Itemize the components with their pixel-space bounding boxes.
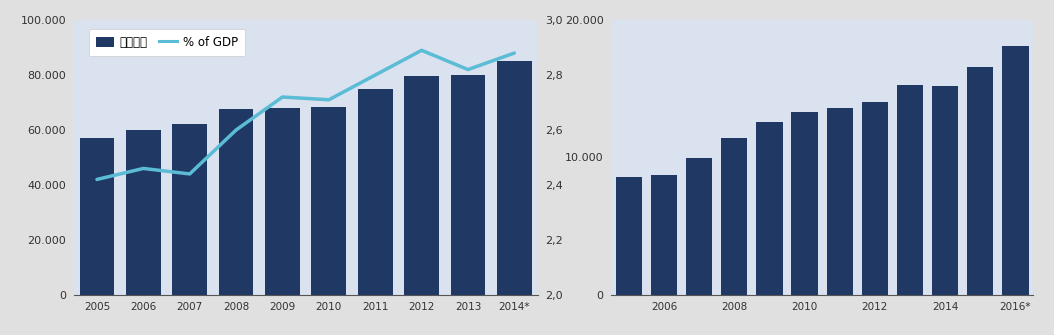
Legend: 백만유로, % of GDP: 백만유로, % of GDP xyxy=(89,29,246,56)
Bar xyxy=(497,61,532,295)
Bar xyxy=(826,108,853,295)
Bar xyxy=(312,107,346,295)
Bar xyxy=(266,108,300,295)
Bar xyxy=(173,125,207,295)
Bar xyxy=(757,122,782,295)
Bar xyxy=(616,177,642,295)
Bar xyxy=(686,158,713,295)
Bar xyxy=(968,67,994,295)
Bar xyxy=(126,130,161,295)
Bar xyxy=(651,175,678,295)
Bar xyxy=(932,86,958,295)
Bar xyxy=(721,138,747,295)
Bar xyxy=(1002,46,1029,295)
Bar xyxy=(451,75,485,295)
Bar xyxy=(792,112,818,295)
Bar xyxy=(405,76,440,295)
Bar xyxy=(358,89,392,295)
Bar xyxy=(897,85,923,295)
Bar xyxy=(80,138,115,295)
Bar xyxy=(862,102,887,295)
Bar xyxy=(219,109,254,295)
